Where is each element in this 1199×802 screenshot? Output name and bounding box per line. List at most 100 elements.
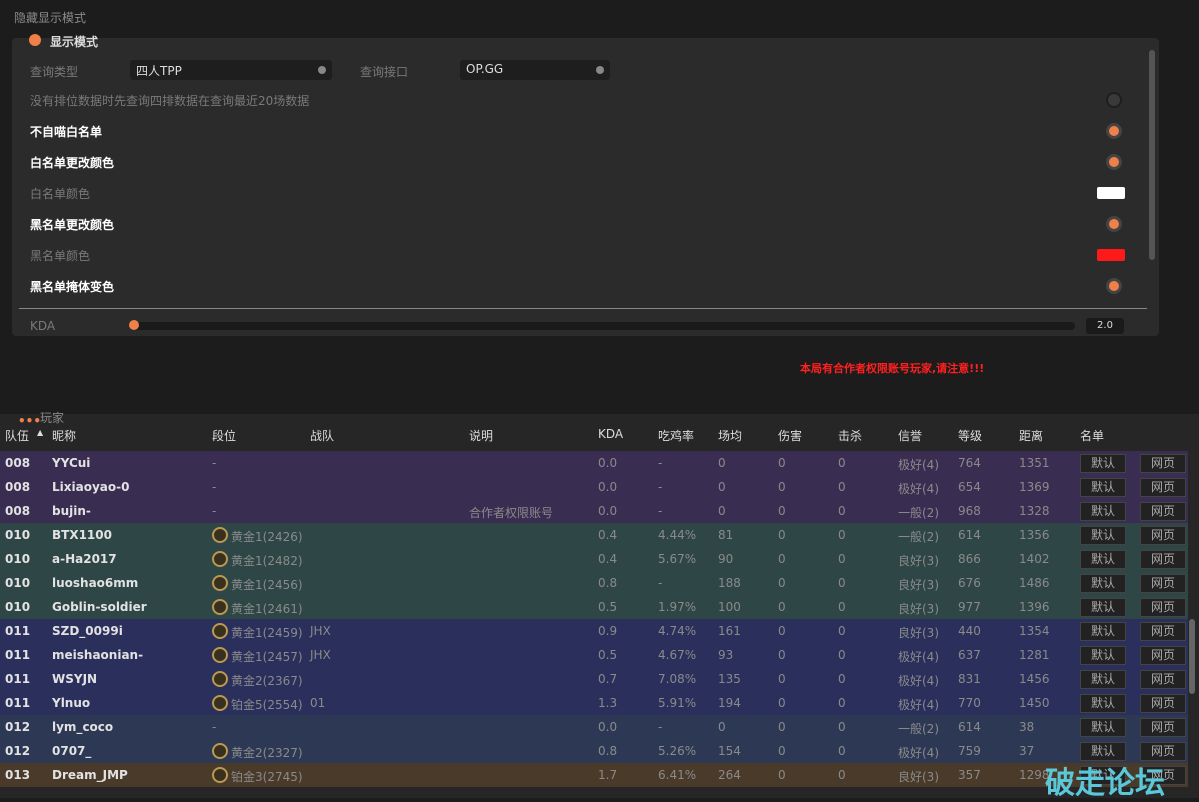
row-button[interactable]: 网页 <box>1140 598 1186 617</box>
row-button[interactable]: 网页 <box>1140 574 1186 593</box>
player-row[interactable]: 011 WSYJN 黄金2(2367) 0.7 7.08% 135 0 0 极好(4) 831 14… <box>0 667 1188 691</box>
cell-dist: 1486 <box>1019 576 1050 590</box>
toggle[interactable] <box>1106 216 1122 232</box>
row-button[interactable]: 默认 <box>1080 526 1126 545</box>
cell-kda: 0.9 <box>598 624 618 638</box>
row-button[interactable]: 默认 <box>1080 454 1126 473</box>
player-row[interactable]: 012 lym_coco - 0.0 - 0 0 0 一般(2) 614 38 默认 网页 <box>0 715 1188 739</box>
column-header: KDA <box>598 427 624 441</box>
cell-level: 614 <box>958 528 981 542</box>
player-row[interactable]: 011 Ylnuo 铂金5(2554) 01 1.3 5.91% 194 0 0 极好(4) 770… <box>0 691 1188 715</box>
cell-level: 968 <box>958 504 981 518</box>
player-row[interactable]: 010 BTX1100 黄金1(2426) 0.4 4.44% 81 0 0 一般(2) 614 1… <box>0 523 1188 547</box>
cell-rank: 黄金1(2482) <box>231 554 303 568</box>
cell-kill: 0 <box>838 672 846 686</box>
row-button[interactable]: 默认 <box>1080 598 1126 617</box>
row-button[interactable]: 网页 <box>1140 550 1186 569</box>
player-row[interactable]: 008 YYCui - 0.0 - 0 0 0 极好(4) 764 1351 默认 网页 <box>0 451 1188 475</box>
row-button[interactable]: 默认 <box>1080 646 1126 665</box>
cell-rank: - <box>212 456 217 470</box>
row-button[interactable]: 网页 <box>1140 694 1186 713</box>
toggle[interactable] <box>1106 123 1122 139</box>
row-button[interactable]: 默认 <box>1080 718 1126 737</box>
sort-arrow[interactable]: ▲ <box>37 428 44 437</box>
cell-kill: 0 <box>838 528 846 542</box>
cell-team: 012 <box>5 720 31 734</box>
cell-avg: 161 <box>718 624 741 638</box>
slider-track[interactable] <box>130 322 1075 330</box>
cell-dmg: 0 <box>778 672 786 686</box>
cell-rep: 良好(3) <box>898 578 939 592</box>
row-button[interactable]: 网页 <box>1140 718 1186 737</box>
row-button[interactable]: 网页 <box>1140 622 1186 641</box>
row-button[interactable]: 网页 <box>1140 646 1186 665</box>
gear-icon <box>29 34 41 46</box>
scrollbar <box>1149 50 1155 260</box>
row-button[interactable]: 默认 <box>1080 622 1126 641</box>
row-button[interactable]: 默认 <box>1080 670 1126 689</box>
cell-kill: 0 <box>838 600 846 614</box>
toggle[interactable] <box>1106 278 1122 294</box>
row-button[interactable]: 默认 <box>1080 550 1126 569</box>
row-button[interactable]: 默认 <box>1080 574 1126 593</box>
toggle[interactable] <box>1106 154 1122 170</box>
player-row[interactable]: 010 luoshao6mm 黄金1(2456) 0.8 - 188 0 0 良好(3) 676 1… <box>0 571 1188 595</box>
slider-knob[interactable] <box>129 320 139 330</box>
cell-rank: 黄金1(2456) <box>231 578 303 592</box>
color-swatch[interactable] <box>1097 249 1125 261</box>
row-button[interactable]: 网页 <box>1140 766 1186 785</box>
cell-name: Dream_JMP <box>52 768 128 782</box>
player-row[interactable]: 008 Lixiaoyao-0 - 0.0 - 0 0 0 极好(4) 654 1369 默认 网页 <box>0 475 1188 499</box>
players-table: ••• 玩家 008 YYCui -0.0-0 0 0 极好(4) 764 1351 默认 网页 0… <box>0 411 1199 798</box>
table-scrollbar <box>1189 619 1195 694</box>
cell-avg: 0 <box>718 480 726 494</box>
cell-rep: 极好(4) <box>898 650 939 664</box>
row-button[interactable]: 默认 <box>1080 478 1126 497</box>
cell-kda: 0.5 <box>598 600 618 614</box>
player-row[interactable]: 010 a-Ha2017 黄金1(2482) 0.4 5.67% 90 0 0 良好(3) 866… <box>0 547 1188 571</box>
cell-avg: 135 <box>718 672 741 686</box>
row-button[interactable]: 网页 <box>1140 742 1186 761</box>
player-row[interactable]: 010 Goblin-soldier 黄金1(2461) 0.5 1.97% 100 0 0 良… <box>0 595 1188 619</box>
cell-level: 866 <box>958 552 981 566</box>
column-header: 信誉 <box>898 429 923 443</box>
rank-icon <box>212 767 228 783</box>
query-type-dropdown[interactable]: 四人TPP <box>130 60 332 80</box>
row-button[interactable]: 网页 <box>1140 454 1186 473</box>
option-label: 黑名单掩体变色 <box>30 280 115 294</box>
row-button[interactable]: 默认 <box>1080 742 1126 761</box>
cell-win: - <box>658 480 663 494</box>
cell-rank: 黄金1(2426) <box>231 530 303 544</box>
rank-icon <box>212 551 228 567</box>
player-row[interactable]: 013 Dream_JMP 铂金3(2745) 1.7 6.41% 264 0 0 良好(3) 3… <box>0 763 1188 787</box>
cell-name: bujin- <box>52 504 91 518</box>
cell-dmg: 0 <box>778 576 786 590</box>
cell-rep: 一般(2) <box>898 530 939 544</box>
cell-rep: 一般(2) <box>898 722 939 736</box>
query-api-dropdown[interactable]: OP.GG <box>460 60 610 80</box>
cell-kill: 0 <box>838 624 846 638</box>
cell-kill: 0 <box>838 696 846 710</box>
cell-level: 764 <box>958 456 981 470</box>
color-swatch[interactable] <box>1097 187 1125 199</box>
row-button[interactable]: 网页 <box>1140 478 1186 497</box>
cell-level: 831 <box>958 672 981 686</box>
option-label: 黑名单更改颜色 <box>30 218 115 232</box>
player-row[interactable]: 012 0707_ 黄金2(2327) 0.8 5.26% 154 0 0 极好(4) 759 37… <box>0 739 1188 763</box>
cell-level: 440 <box>958 624 981 638</box>
player-row[interactable]: 011 meishaonian- 黄金1(2457) JHX 0.5 4.67% 93 0 0 极… <box>0 643 1188 667</box>
row-button[interactable]: 网页 <box>1140 526 1186 545</box>
row-button[interactable]: 默认 <box>1080 766 1126 785</box>
cell-name: 0707_ <box>52 744 92 758</box>
cell-level: 759 <box>958 744 981 758</box>
toggle[interactable] <box>1106 92 1122 108</box>
cell-team: 010 <box>5 528 31 542</box>
player-row[interactable]: 011 SZD_0099i 黄金1(2459) JHX 0.9 4.74% 161 0 0 良好(… <box>0 619 1188 643</box>
cell-rep: 极好(4) <box>898 674 939 688</box>
player-row[interactable]: 008 bujin- - 合作者权限账号 0.0 - 0 0 0 一般(2) 968 1328 默认 网页 <box>0 499 1188 523</box>
row-button[interactable]: 网页 <box>1140 502 1186 521</box>
row-button[interactable]: 默认 <box>1080 694 1126 713</box>
row-button[interactable]: 默认 <box>1080 502 1126 521</box>
cell-dmg: 0 <box>778 504 786 518</box>
row-button[interactable]: 网页 <box>1140 670 1186 689</box>
